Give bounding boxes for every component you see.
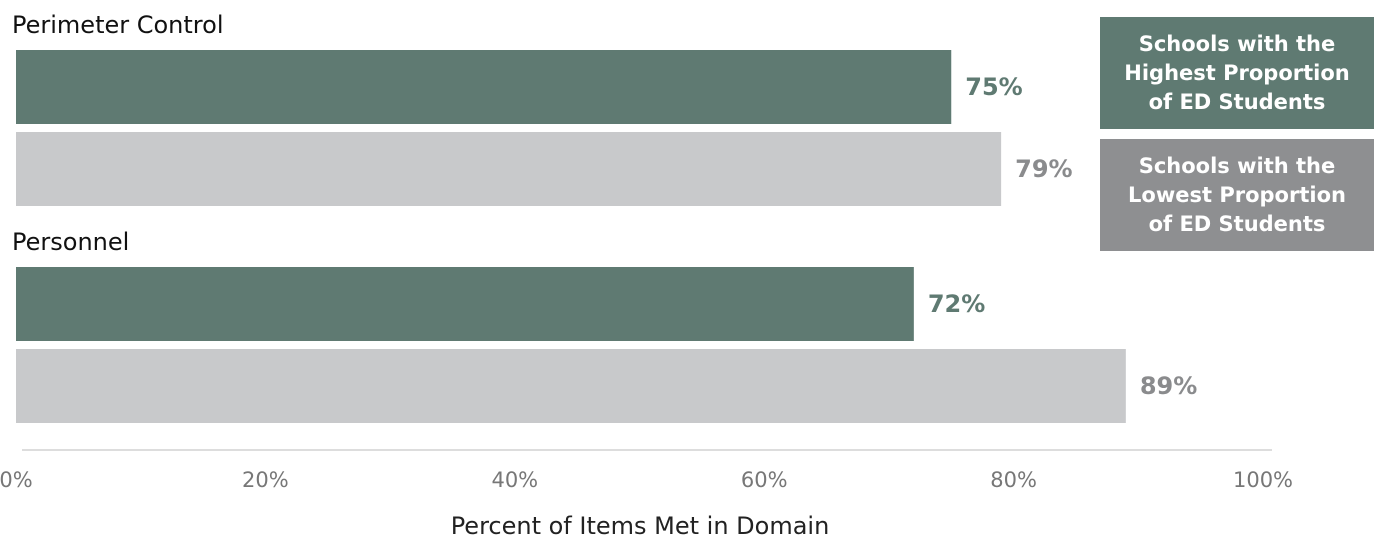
x-tick-label: 100% [1233, 468, 1293, 492]
legend-item: Schools with the Highest Proportion of E… [1100, 17, 1374, 129]
value-label: 72% [928, 290, 985, 318]
x-tick-label: 40% [491, 468, 538, 492]
bar [16, 267, 914, 341]
x-tick-label: 0% [0, 468, 33, 492]
value-label: 89% [1140, 372, 1197, 400]
category-label: Personnel [12, 228, 129, 256]
x-tick-label: 80% [990, 468, 1037, 492]
category-label: Perimeter Control [12, 11, 224, 39]
x-axis-title: Percent of Items Met in Domain [451, 512, 830, 539]
x-tick-label: 20% [242, 468, 289, 492]
x-tick-label: 60% [741, 468, 788, 492]
bar [16, 349, 1126, 423]
value-label: 75% [965, 73, 1022, 101]
bar [16, 132, 1002, 206]
value-label: 79% [1015, 155, 1072, 183]
bar [16, 50, 952, 124]
legend-item: Schools with the Lowest Proportion of ED… [1100, 139, 1374, 251]
